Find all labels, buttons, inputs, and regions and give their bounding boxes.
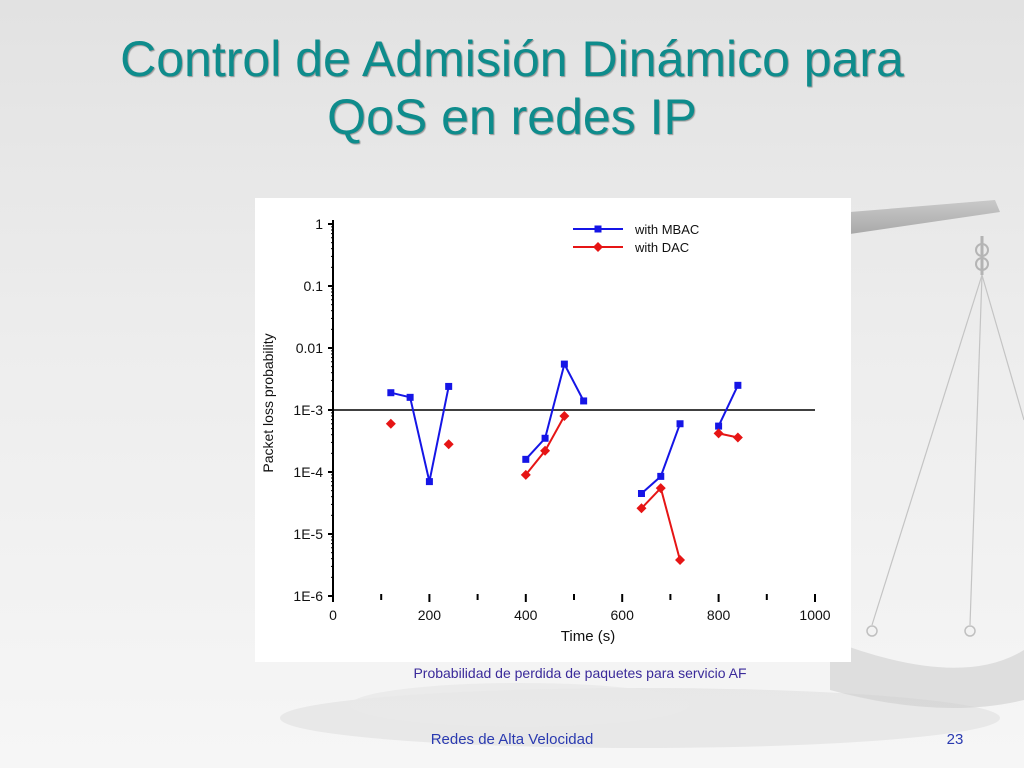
with-mbac-legend-label: with MBAC [634,222,699,237]
with-mbac-line [717,384,739,427]
x-tick-label: 600 [611,607,635,623]
with-dac-legend-label: with DAC [634,240,689,255]
chart-legend: with MBAC with DAC [573,222,699,255]
with-mbac-point [715,422,723,430]
y-tick-label: 1E-4 [293,464,323,480]
with-dac-legend-marker [593,242,603,252]
y-axis-label: Packet loss probability [260,333,276,472]
packet-loss-chart: 1E-6 1E-5 1E-4 1E-3 0.01 0.1 1 0 200 400 600 800 100… [260,216,831,645]
y-tick-label: 1 [315,216,323,232]
x-tick-label: 1000 [799,607,830,623]
x-tick-label: 0 [329,607,337,623]
with-mbac-line [525,361,585,460]
x-tick-label: 400 [514,607,538,623]
chart-axes: 1E-6 1E-5 1E-4 1E-3 0.01 0.1 1 0 200 400 600 800 100… [293,216,830,623]
with-dac-point [636,503,647,514]
slide-title: Control de Admisión Dinámico para QoS en… [0,30,1024,146]
footer-course-name: Redes de Alta Velocidad [430,731,594,748]
with-mbac-line [390,386,450,482]
with-mbac-point [657,472,665,480]
footer-page-number: 23 [946,731,964,748]
y-tick-label: 0.01 [296,340,323,356]
with-dac-line [525,415,566,476]
with-mbac-point [387,389,395,397]
chart-marks [385,360,743,566]
with-dac-point [540,445,551,456]
with-dac-point [520,469,531,480]
x-tick-label: 200 [418,607,442,623]
x-axis-label: Time (s) [561,628,615,645]
y-tick-label: 1E-5 [293,526,323,542]
with-mbac-point [541,434,549,442]
chart-panel: 1E-6 1E-5 1E-4 1E-3 0.01 0.1 1 0 200 400 600 800 100… [255,198,851,662]
with-dac-point [732,432,743,443]
with-dac-point [559,411,570,422]
with-mbac-point [406,393,414,401]
title-line-2: QoS en redes IP [327,89,697,145]
with-mbac-legend-marker [594,225,602,233]
with-mbac-point [580,397,588,405]
with-dac-point [385,418,396,429]
figure-caption: Probabilidad de perdida de paquetes para… [413,665,747,681]
y-tick-label: 1E-3 [293,402,323,418]
with-dac-point [675,555,686,566]
with-dac-line [640,486,681,561]
with-mbac-point [734,381,742,389]
x-tick-label: 800 [707,607,731,623]
with-mbac-point [522,455,530,463]
with-mbac-point [637,490,645,498]
with-mbac-point [445,382,453,390]
with-mbac-point [560,360,568,368]
with-mbac-line [640,423,681,495]
with-dac-point [443,439,454,450]
title-line-1: Control de Admisión Dinámico para [120,31,904,87]
y-tick-label: 1E-6 [293,588,323,604]
y-tick-label: 0.1 [304,278,324,294]
with-mbac-point [425,478,433,486]
with-mbac-point [676,420,684,428]
with-dac-point [713,428,724,439]
with-dac-point [655,483,666,494]
